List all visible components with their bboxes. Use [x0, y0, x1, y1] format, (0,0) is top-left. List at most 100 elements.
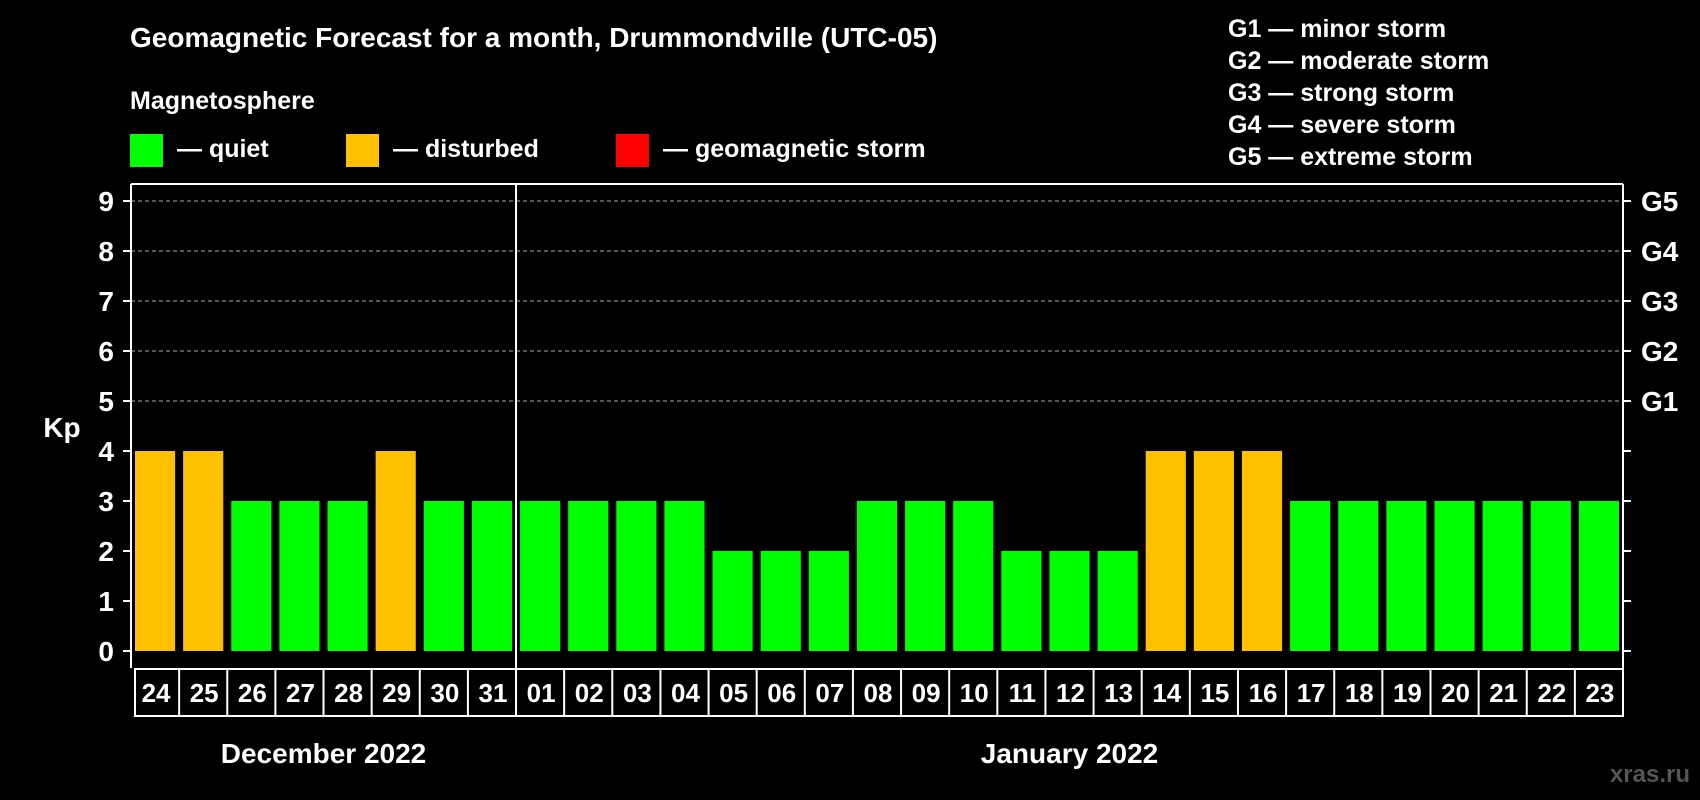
- x-tick-label: 02: [575, 678, 604, 708]
- right-tick-label: G5: [1641, 186, 1678, 217]
- y-axis-ticks: 0 1 2 3 4 5 6 7 8 9: [98, 186, 131, 667]
- legend-swatch: [346, 134, 379, 167]
- x-tick-label: 18: [1345, 678, 1374, 708]
- y-tick-label: 1: [98, 586, 114, 617]
- month-label: January 2022: [981, 738, 1158, 769]
- y-tick-label: 4: [98, 436, 114, 467]
- storm-level-item: G2 — moderate storm: [1228, 47, 1489, 75]
- right-tick-label: G1: [1641, 386, 1678, 417]
- bar: [231, 501, 272, 651]
- storm-level-item: G3 — strong storm: [1228, 79, 1454, 107]
- bar: [1434, 501, 1475, 651]
- x-tick-label: 26: [238, 678, 267, 708]
- legend-swatch: [616, 134, 649, 167]
- month-label: December 2022: [221, 738, 426, 769]
- bar: [375, 451, 416, 651]
- x-tick-label: 21: [1489, 678, 1518, 708]
- y-tick-label: 5: [98, 386, 114, 417]
- y-tick-label: 0: [98, 636, 114, 667]
- bar: [1097, 551, 1138, 651]
- x-tick-label: 20: [1441, 678, 1470, 708]
- bar: [808, 551, 849, 651]
- bar: [135, 451, 176, 651]
- bar: [423, 501, 464, 651]
- bar: [616, 501, 657, 651]
- chart-title: Geomagnetic Forecast for a month, Drummo…: [130, 22, 937, 53]
- x-tick-label: 01: [527, 678, 556, 708]
- bar: [1241, 451, 1283, 651]
- legend: — quiet — disturbed — geomagnetic storm: [130, 134, 926, 167]
- legend-label: — geomagnetic storm: [663, 135, 926, 163]
- storm-level-item: G4 — severe storm: [1228, 111, 1456, 139]
- bar: [183, 451, 224, 651]
- y-tick-label: 3: [98, 486, 114, 517]
- x-tick-label: 06: [767, 678, 796, 708]
- x-tick-label: 09: [912, 678, 941, 708]
- x-tick-label: 28: [334, 678, 363, 708]
- storm-level-list: G1 — minor storm G2 — moderate storm G3 — …: [1228, 15, 1489, 171]
- y-tick-label: 6: [98, 336, 114, 367]
- bar: [1145, 451, 1186, 651]
- x-tick-label: 12: [1056, 678, 1085, 708]
- legend-label: — quiet: [177, 135, 269, 163]
- bar: [1578, 501, 1619, 651]
- x-tick-label: 13: [1104, 678, 1133, 708]
- grid-lines: [131, 200, 1623, 402]
- bar: [1338, 501, 1379, 651]
- x-tick-label: 15: [1200, 678, 1229, 708]
- x-tick-label: 08: [864, 678, 893, 708]
- month-labels: December 2022 January 2022: [221, 738, 1158, 769]
- bar: [279, 501, 320, 651]
- bar: [953, 501, 994, 651]
- y-tick-label: 8: [98, 236, 114, 267]
- watermark: xras.ru: [1610, 761, 1690, 788]
- bar: [520, 501, 561, 651]
- right-tick-label: G3: [1641, 286, 1678, 317]
- legend-swatch: [130, 134, 163, 167]
- bar: [905, 501, 946, 651]
- y-tick-label: 9: [98, 186, 114, 217]
- x-tick-label: 27: [286, 678, 315, 708]
- legend-title: Magnetosphere: [130, 87, 315, 115]
- bar: [327, 501, 368, 651]
- bar: [856, 501, 898, 651]
- right-axis-ticks: G1 G2 G3 G4 G5: [1623, 186, 1679, 652]
- x-tick-label: 10: [960, 678, 989, 708]
- x-tick-label: 23: [1585, 678, 1614, 708]
- x-tick-label: 31: [479, 678, 508, 708]
- x-tick-label: 07: [815, 678, 844, 708]
- x-tick-label: 11: [1009, 678, 1037, 708]
- bar: [1290, 501, 1331, 651]
- x-tick-label: 05: [719, 678, 748, 708]
- x-tick-label: 22: [1537, 678, 1566, 708]
- bar: [712, 551, 753, 651]
- plot-frame: [130, 183, 1624, 668]
- y-tick-label: 7: [98, 286, 114, 317]
- x-tick-label: 24: [142, 678, 171, 708]
- storm-level-item: G5 — extreme storm: [1228, 143, 1473, 171]
- right-tick-label: G2: [1641, 336, 1678, 367]
- bar: [1001, 551, 1042, 651]
- x-tick-label: 19: [1393, 678, 1422, 708]
- x-tick-label: 03: [623, 678, 652, 708]
- bar: [1386, 501, 1427, 651]
- bar: [1193, 451, 1234, 651]
- bars: [135, 451, 1619, 651]
- right-tick-label: G4: [1641, 236, 1679, 267]
- storm-level-item: G1 — minor storm: [1228, 15, 1446, 43]
- x-tick-label: 04: [671, 678, 700, 708]
- x-axis-day-labels: 24 25 26 27 28 29 30 31 01 02 03 04 05 06 07 08 09 10 11 12…: [134, 668, 1624, 717]
- x-tick-label: 14: [1152, 678, 1181, 708]
- legend-label: — disturbed: [393, 135, 539, 163]
- x-tick-label: 16: [1249, 678, 1278, 708]
- bar: [1049, 551, 1090, 651]
- day-label-frame: [134, 668, 1624, 717]
- bar: [760, 551, 801, 651]
- y-tick-label: 2: [98, 536, 114, 567]
- x-tick-label: 30: [430, 678, 459, 708]
- x-tick-label: 25: [190, 678, 219, 708]
- x-tick-label: 29: [382, 678, 411, 708]
- bar: [471, 501, 513, 651]
